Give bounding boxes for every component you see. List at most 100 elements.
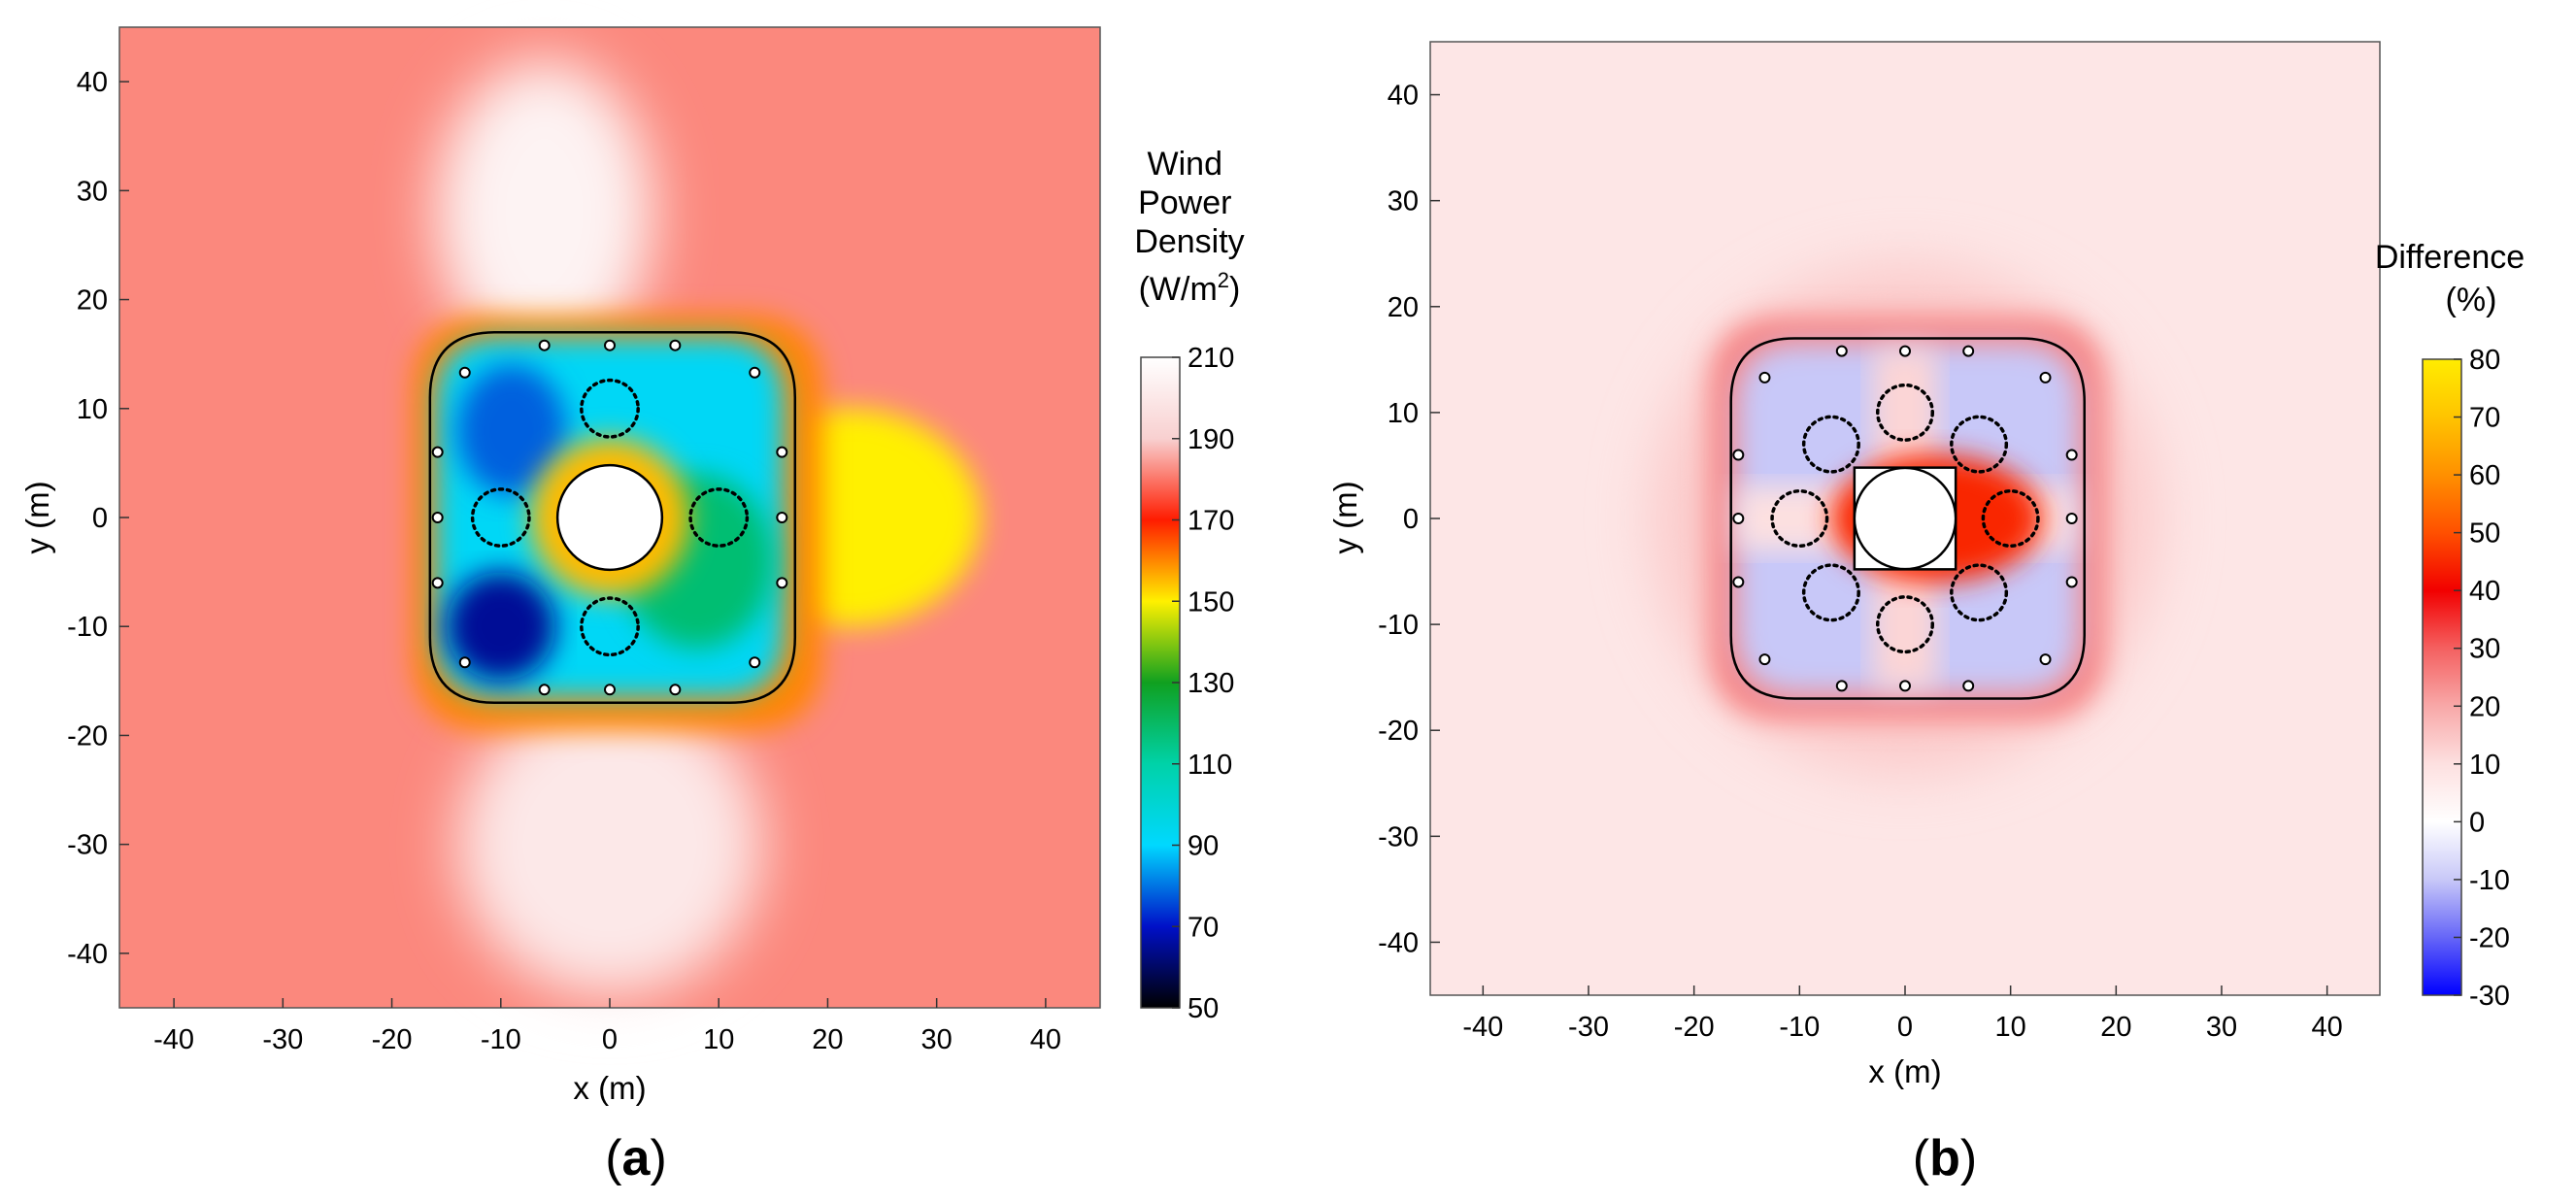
colorbar-tick-label: 0 xyxy=(2469,807,2485,838)
small-marker xyxy=(431,512,444,523)
small-marker xyxy=(538,339,551,351)
colorbar-tick-label: 210 xyxy=(1188,343,1234,374)
panel-b-colorbar: 80 70 60 50 40 30 20 10 0 -10 -20 -30 Difference (%… xyxy=(2375,239,2525,1012)
dotted-circle xyxy=(1981,488,2040,549)
x-tick-label: -10 xyxy=(1779,1012,1820,1043)
colorbar-tick-label: 30 xyxy=(2469,634,2500,665)
colorbar-unit-superscript: 2 xyxy=(1218,268,1229,292)
small-marker xyxy=(776,577,788,589)
y-tick-label: -40 xyxy=(67,939,108,970)
colorbar-title-line: Wind xyxy=(1148,146,1222,183)
y-tick-label: -30 xyxy=(1378,821,1419,852)
colorbar-unit-close: ) xyxy=(1229,271,1240,308)
small-marker xyxy=(1835,345,1848,357)
small-marker xyxy=(1899,345,1911,357)
small-marker xyxy=(1732,449,1745,461)
colorbar-tick-label: -20 xyxy=(2469,922,2510,953)
x-tick-label: 20 xyxy=(2100,1012,2131,1043)
small-marker xyxy=(749,656,761,669)
colorbar-tick-label: 10 xyxy=(2469,750,2500,781)
small-marker xyxy=(1962,680,1975,692)
x-tick-label: 0 xyxy=(602,1024,618,1055)
panel-b-plot xyxy=(1430,42,2380,995)
small-marker xyxy=(431,446,444,458)
colorbar-tick-label: 130 xyxy=(1188,668,1234,699)
panel-a-colorbar: 210 190 170 150 130 110 90 70 50 Wind Power Dens… xyxy=(1134,146,1244,1024)
x-tick-label: 20 xyxy=(812,1024,843,1055)
heatmap-light-band xyxy=(435,59,653,365)
y-tick-label: 0 xyxy=(92,503,108,534)
dotted-circle xyxy=(688,487,750,548)
small-marker xyxy=(669,339,682,351)
colorbar-tick-label: 90 xyxy=(1188,831,1219,862)
heatmap-low-patch xyxy=(456,364,567,496)
x-tick-label: -10 xyxy=(481,1024,521,1055)
panel-a-x-axis-label: x (m) xyxy=(573,1070,646,1106)
colorbar-tick-label: 70 xyxy=(1188,912,1219,943)
panel-a-plot xyxy=(119,27,1100,1008)
small-marker xyxy=(669,684,682,696)
colorbar-tick-label: -30 xyxy=(2469,981,2510,1012)
colorbar-tick-label: 150 xyxy=(1188,586,1234,618)
panel-a-y-ticks: 40 30 20 10 0 -10 -20 -30 -40 xyxy=(67,67,129,970)
colorbar-tick-label: 70 xyxy=(2469,403,2500,434)
panel-a-overlay xyxy=(428,330,797,705)
x-tick-label: 10 xyxy=(703,1024,734,1055)
y-tick-label: -30 xyxy=(67,830,108,861)
colorbar-tick-label: 50 xyxy=(2469,518,2500,550)
x-tick-label: 10 xyxy=(1995,1012,2026,1043)
colorbar-tick-label: 110 xyxy=(1188,750,1232,781)
panel-b-colorbar-title: Difference xyxy=(2375,239,2525,276)
panel-b-label-letter: b xyxy=(1929,1130,1960,1186)
y-tick-label: -20 xyxy=(1378,716,1419,747)
y-tick-label: 40 xyxy=(1388,81,1419,112)
dotted-circle xyxy=(1770,488,1829,549)
x-tick-label: 40 xyxy=(2312,1012,2343,1043)
small-marker xyxy=(604,684,616,696)
heatmap-low-patch xyxy=(446,572,555,682)
small-marker xyxy=(2039,371,2052,384)
small-marker xyxy=(1732,513,1745,524)
panel-a: -40 -30 -20 -10 0 10 20 30 40 40 30 20 10 0 -10 -20 -30… xyxy=(19,26,1245,1186)
panel-a-x-ticks: -40 -30 -20 -10 0 10 20 30 40 xyxy=(153,998,1061,1055)
dotted-circle xyxy=(580,596,640,657)
small-marker xyxy=(1758,371,1771,384)
small-marker xyxy=(2039,653,2052,666)
small-marker xyxy=(1732,576,1745,588)
colorbar-tick-label: 20 xyxy=(2469,691,2500,722)
small-marker xyxy=(2065,513,2078,524)
y-tick-label: 10 xyxy=(77,394,108,425)
dotted-circle xyxy=(1801,563,1860,622)
small-marker xyxy=(1758,653,1771,666)
x-tick-label: -30 xyxy=(1568,1012,1609,1043)
x-tick-label: -30 xyxy=(262,1024,303,1055)
panel-a-heatmap-field xyxy=(119,27,1100,1008)
panel-a-label-letter: a xyxy=(622,1130,652,1186)
small-marker xyxy=(1962,345,1975,357)
panel-b-colorbar-ticks: 80 70 60 50 40 30 20 10 0 -10 -20 -30 xyxy=(2454,345,2510,1012)
small-marker xyxy=(458,656,471,669)
y-tick-label: 0 xyxy=(1403,504,1419,535)
y-tick-label: 30 xyxy=(1388,186,1419,217)
panel-b-colorbar-gradient xyxy=(2422,358,2462,996)
y-tick-label: -10 xyxy=(1378,610,1419,641)
panel-b-y-axis-label: y (m) xyxy=(1327,481,1363,553)
x-tick-label: -20 xyxy=(372,1024,413,1055)
panel-b-colorbar-unit: (%) xyxy=(2446,282,2497,318)
panel-a-y-axis-label: y (m) xyxy=(19,481,55,553)
panel-b-label: (b) xyxy=(1913,1130,1977,1186)
pile-circle xyxy=(555,463,664,572)
dotted-circle xyxy=(1950,563,2009,622)
panel-b-x-ticks: -40 -30 -20 -10 0 10 20 30 40 xyxy=(1462,985,2343,1043)
x-tick-label: 40 xyxy=(1030,1024,1061,1055)
small-marker xyxy=(604,339,616,351)
x-tick-label: -20 xyxy=(1674,1012,1715,1043)
zone-outline xyxy=(428,330,797,705)
colorbar-tick-label: 170 xyxy=(1188,506,1234,537)
panel-a-label: (a) xyxy=(605,1130,667,1186)
dotted-circle xyxy=(1875,383,1935,442)
colorbar-tick-label: -10 xyxy=(2469,865,2510,896)
panel-b-overlay xyxy=(1729,337,2086,700)
small-marker xyxy=(431,577,444,589)
